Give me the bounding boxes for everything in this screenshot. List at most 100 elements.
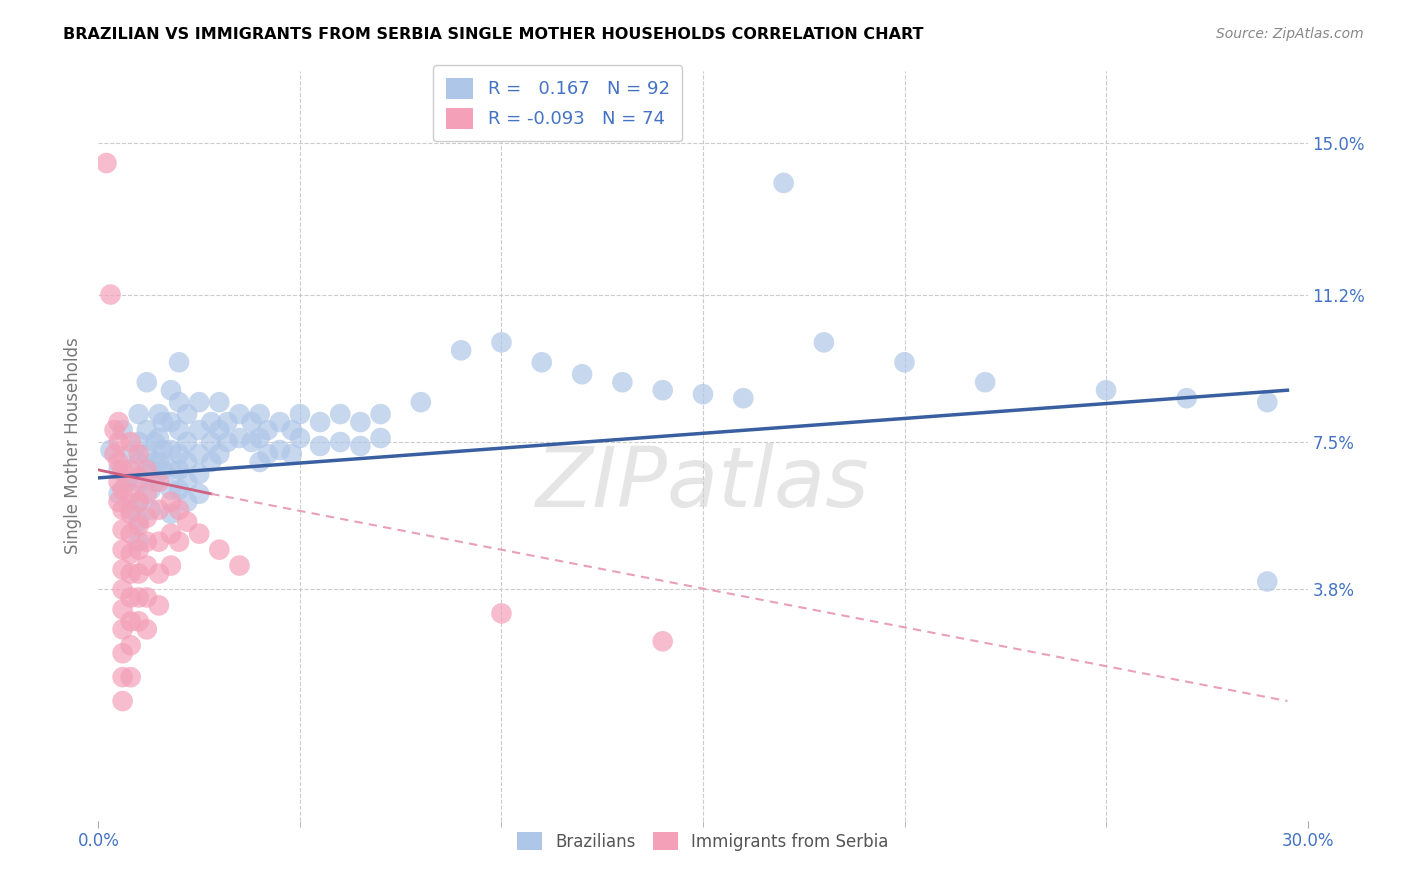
Point (128, 542, 150, 557)
Point (269, 415, 291, 429)
Point (111, 523, 134, 537)
Point (228, 431, 250, 445)
Point (103, 423, 125, 437)
Point (309, 439, 332, 453)
Point (120, 447, 142, 461)
Point (1175, 391, 1198, 405)
Point (135, 463, 157, 477)
Point (256, 447, 278, 461)
Point (120, 615, 142, 629)
Point (167, 502, 190, 516)
Point (309, 415, 332, 429)
Point (128, 435, 150, 450)
Point (160, 526, 183, 541)
Point (107, 435, 129, 450)
Point (139, 502, 162, 516)
Point (111, 582, 134, 597)
Point (228, 558, 250, 573)
Point (115, 475, 138, 489)
Point (208, 423, 231, 437)
Point (176, 455, 198, 469)
Point (152, 442, 174, 457)
Point (176, 495, 198, 509)
Point (651, 634, 673, 648)
Point (200, 435, 222, 450)
Point (491, 335, 513, 350)
Point (128, 515, 150, 529)
Point (107, 415, 129, 429)
Point (143, 475, 166, 489)
Point (329, 435, 352, 450)
Point (100, 442, 122, 457)
Point (148, 534, 170, 549)
Point (135, 487, 157, 501)
Point (111, 623, 134, 637)
Point (349, 415, 371, 429)
Point (128, 475, 150, 489)
Point (111, 646, 134, 660)
Point (128, 471, 150, 485)
Point (188, 487, 211, 501)
Point (120, 502, 142, 516)
Point (152, 415, 174, 429)
Point (128, 534, 150, 549)
Point (450, 343, 472, 358)
Point (370, 407, 392, 421)
Point (148, 566, 170, 581)
Point (120, 526, 142, 541)
Point (160, 415, 183, 429)
Point (160, 507, 183, 521)
Point (111, 602, 134, 616)
Point (176, 407, 198, 421)
Point (228, 407, 250, 421)
Point (100, 287, 122, 301)
Point (135, 510, 157, 524)
Point (772, 176, 794, 190)
Point (188, 526, 211, 541)
Point (813, 335, 835, 350)
Point (240, 415, 263, 429)
Point (167, 423, 190, 437)
Point (128, 495, 150, 509)
Point (120, 547, 142, 561)
Point (107, 475, 129, 489)
Point (96, 156, 118, 170)
Point (974, 376, 997, 390)
Point (128, 495, 150, 509)
Point (120, 670, 142, 684)
Point (160, 558, 183, 573)
Point (135, 447, 157, 461)
Point (167, 395, 190, 409)
Point (208, 395, 231, 409)
Point (160, 463, 183, 477)
Point (111, 563, 134, 577)
Point (370, 431, 392, 445)
Point (107, 455, 129, 469)
Point (139, 463, 162, 477)
Point (176, 515, 198, 529)
Point (612, 376, 634, 390)
Point (217, 435, 239, 450)
Point (128, 447, 150, 461)
Point (288, 431, 311, 445)
Point (160, 483, 183, 497)
Point (111, 502, 134, 516)
Point (128, 615, 150, 629)
Point (167, 534, 190, 549)
Point (135, 623, 157, 637)
Point (249, 431, 271, 445)
Point (1256, 574, 1278, 589)
Point (167, 447, 190, 461)
Point (188, 423, 211, 437)
Point (111, 483, 134, 497)
Point (281, 423, 304, 437)
Point (409, 395, 432, 409)
Point (143, 435, 166, 450)
Point (208, 447, 231, 461)
Point (148, 407, 170, 421)
Point (188, 447, 211, 461)
Point (176, 435, 198, 450)
Point (120, 566, 142, 581)
Point (200, 415, 222, 429)
Point (135, 376, 157, 390)
